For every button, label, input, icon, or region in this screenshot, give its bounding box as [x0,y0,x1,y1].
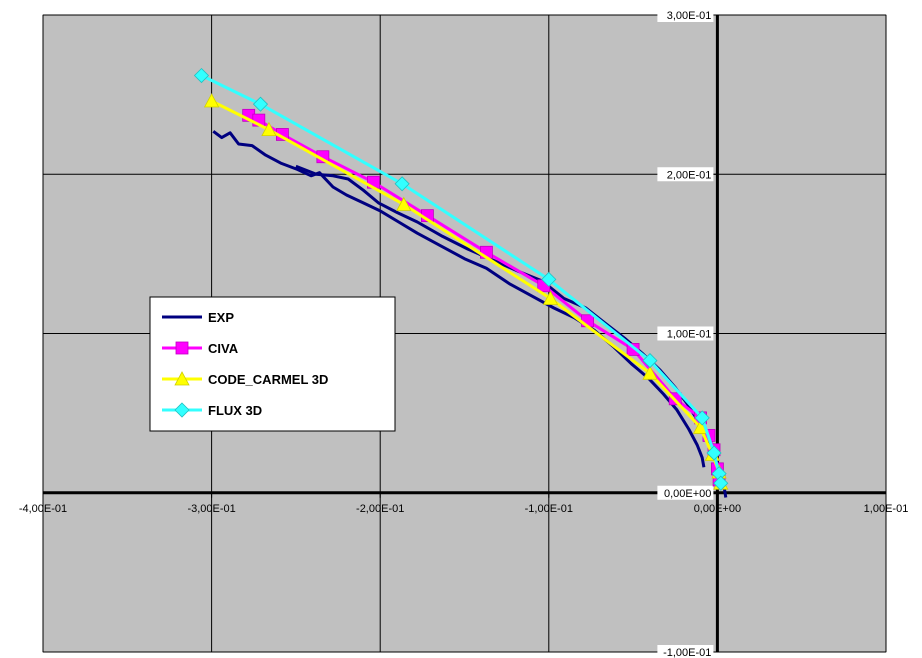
x-tick-label: -4,00E-01 [19,503,67,515]
flux-3d-point [193,67,210,84]
y-tick-label-bg [657,645,714,658]
y-tick-label-bg [657,8,714,22]
flux-3d-point [394,176,410,192]
code-carmel-3d-point [542,290,559,305]
y-tick-label: 1,00E-01 [667,329,712,341]
y-tick-label-bg [657,485,714,500]
x-tick-label: 0,00E+00 [694,503,741,515]
series-lines [193,67,729,498]
legend-label-exp: EXP [208,310,234,325]
legend-label-civa: CIVA [208,341,239,356]
code-carmel-3d-point [642,365,658,380]
y-tick-label: 0,00E+00 [664,488,711,500]
flux-3d-point [642,353,658,369]
y-tick-label: -1,00E-01 [663,647,711,658]
y-tick-label-bg [657,167,714,182]
x-tick-label: 1,00E-01 [864,503,909,515]
flux-3d-point [713,475,729,491]
legend-label-code-carmel-3d: CODE_CARMEL 3D [208,372,328,387]
code-carmel-3d-point [203,93,220,108]
x-tick-label: -3,00E-01 [187,503,235,515]
code-carmel-3d-point [396,196,412,211]
legend-label-flux-3d: FLUX 3D [208,403,262,418]
tick-labels: -4,00E-01 -3,00E-01 -2,00E-01 -1,00E-01 0,00… [19,8,908,658]
y-tick-label: 3,00E-01 [667,10,712,22]
code-carmel-3d-point [261,121,277,137]
exp-line [212,130,706,468]
flux-3d-point [706,445,722,461]
y-tick-label-bg [657,326,714,341]
legend-marker-code-carmel-3d [174,371,190,386]
x-tick-label: -1,00E-01 [525,503,573,515]
y-tick-label: 2,00E-01 [667,169,712,181]
x-tick-label: -2,00E-01 [356,503,404,515]
flux-3d-point [252,96,269,112]
legend-marker-civa [175,341,189,355]
legend: EXP CIVA CODE_CARMEL 3D FLUX 3D [149,296,396,432]
legend-marker-flux-3d [174,402,190,418]
flux-3d-point [694,410,710,426]
flux-3d-point [541,271,557,287]
